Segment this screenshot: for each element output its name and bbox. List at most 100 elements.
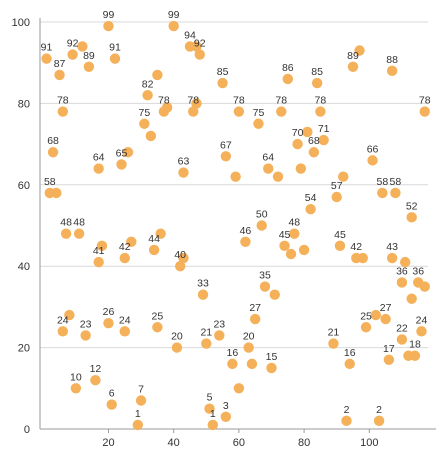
data-label: 27	[249, 302, 261, 314]
data-point	[380, 313, 391, 325]
data-point	[139, 118, 150, 129]
data-point	[103, 20, 114, 32]
data-point	[220, 151, 232, 162]
data-point	[315, 106, 326, 117]
data-point	[135, 395, 147, 406]
data-label: 75	[138, 107, 150, 119]
data-point	[119, 252, 130, 264]
data-point	[106, 399, 117, 410]
data-label: 88	[386, 54, 398, 66]
data-label: 18	[409, 339, 421, 351]
data-label: 41	[93, 245, 105, 257]
data-point	[289, 228, 300, 239]
data-point	[311, 77, 323, 89]
data-point	[57, 106, 69, 117]
data-label: 2	[344, 404, 350, 416]
data-label: 54	[305, 192, 317, 204]
x-tick-label: 20	[102, 437, 114, 449]
data-label: 6	[109, 388, 115, 400]
data-point	[77, 41, 88, 52]
data-point	[409, 350, 421, 361]
data-label: 44	[148, 233, 160, 245]
data-point	[204, 403, 215, 414]
data-label: 10	[70, 371, 82, 383]
data-label: 25	[360, 310, 372, 322]
data-point	[406, 212, 417, 223]
y-tick-label: 0	[24, 424, 30, 436]
data-point	[406, 293, 417, 304]
data-point	[279, 240, 290, 252]
data-point	[386, 252, 398, 264]
data-label: 1	[135, 408, 141, 420]
data-point	[161, 102, 173, 113]
data-point	[256, 220, 267, 231]
data-point	[269, 289, 280, 300]
data-label: 67	[220, 139, 232, 151]
data-label: 24	[416, 314, 428, 326]
data-point	[367, 155, 378, 166]
data-point	[282, 73, 293, 85]
data-point	[191, 98, 202, 109]
data-point	[217, 77, 228, 89]
data-label: 58	[390, 176, 402, 188]
data-point	[318, 134, 329, 146]
data-label: 23	[80, 318, 92, 330]
data-point	[308, 147, 320, 158]
data-label: 91	[41, 42, 53, 54]
data-label: 78	[57, 95, 69, 107]
data-point	[93, 163, 104, 174]
data-point	[390, 187, 401, 199]
data-label: 42	[119, 241, 131, 253]
data-point	[103, 317, 114, 329]
data-label: 68	[47, 135, 59, 147]
data-label: 94	[184, 29, 196, 41]
data-label: 87	[54, 58, 66, 70]
data-point	[201, 338, 212, 349]
data-point	[233, 383, 245, 394]
data-label: 21	[200, 327, 212, 339]
data-point	[152, 322, 163, 333]
data-point	[334, 240, 346, 252]
data-label: 43	[386, 241, 398, 253]
data-point	[191, 41, 202, 52]
data-label: 45	[334, 229, 346, 241]
x-tick-label: 60	[233, 437, 245, 449]
data-point	[272, 171, 284, 182]
y-tick-label: 80	[18, 98, 30, 110]
data-label: 45	[279, 229, 291, 241]
data-label: 24	[57, 314, 69, 326]
data-label: 99	[168, 9, 180, 21]
data-point	[171, 342, 183, 353]
data-label: 24	[119, 314, 131, 326]
data-point	[152, 69, 163, 81]
data-label: 22	[396, 322, 408, 334]
data-label: 58	[44, 176, 56, 188]
y-tick-label: 100	[12, 17, 30, 29]
data-label: 68	[308, 135, 320, 147]
data-point	[126, 236, 137, 247]
data-label: 5	[207, 392, 213, 404]
data-point	[155, 228, 166, 239]
data-point	[295, 163, 307, 174]
data-label: 21	[328, 327, 340, 339]
x-tick-label: 40	[168, 437, 180, 449]
data-point	[227, 358, 238, 370]
data-label: 46	[240, 225, 252, 237]
data-label: 50	[256, 209, 268, 221]
data-point	[119, 326, 130, 337]
data-label: 57	[331, 180, 343, 192]
data-point	[214, 330, 225, 341]
data-point	[419, 106, 430, 117]
data-label: 2	[376, 404, 382, 416]
data-label: 63	[178, 156, 190, 168]
data-point	[132, 419, 144, 431]
data-point	[80, 330, 91, 341]
data-point	[168, 20, 179, 32]
data-point	[109, 53, 121, 64]
data-point	[73, 228, 85, 239]
data-label: 78	[419, 95, 431, 107]
data-label: 52	[406, 200, 418, 212]
data-label: 85	[217, 66, 229, 78]
